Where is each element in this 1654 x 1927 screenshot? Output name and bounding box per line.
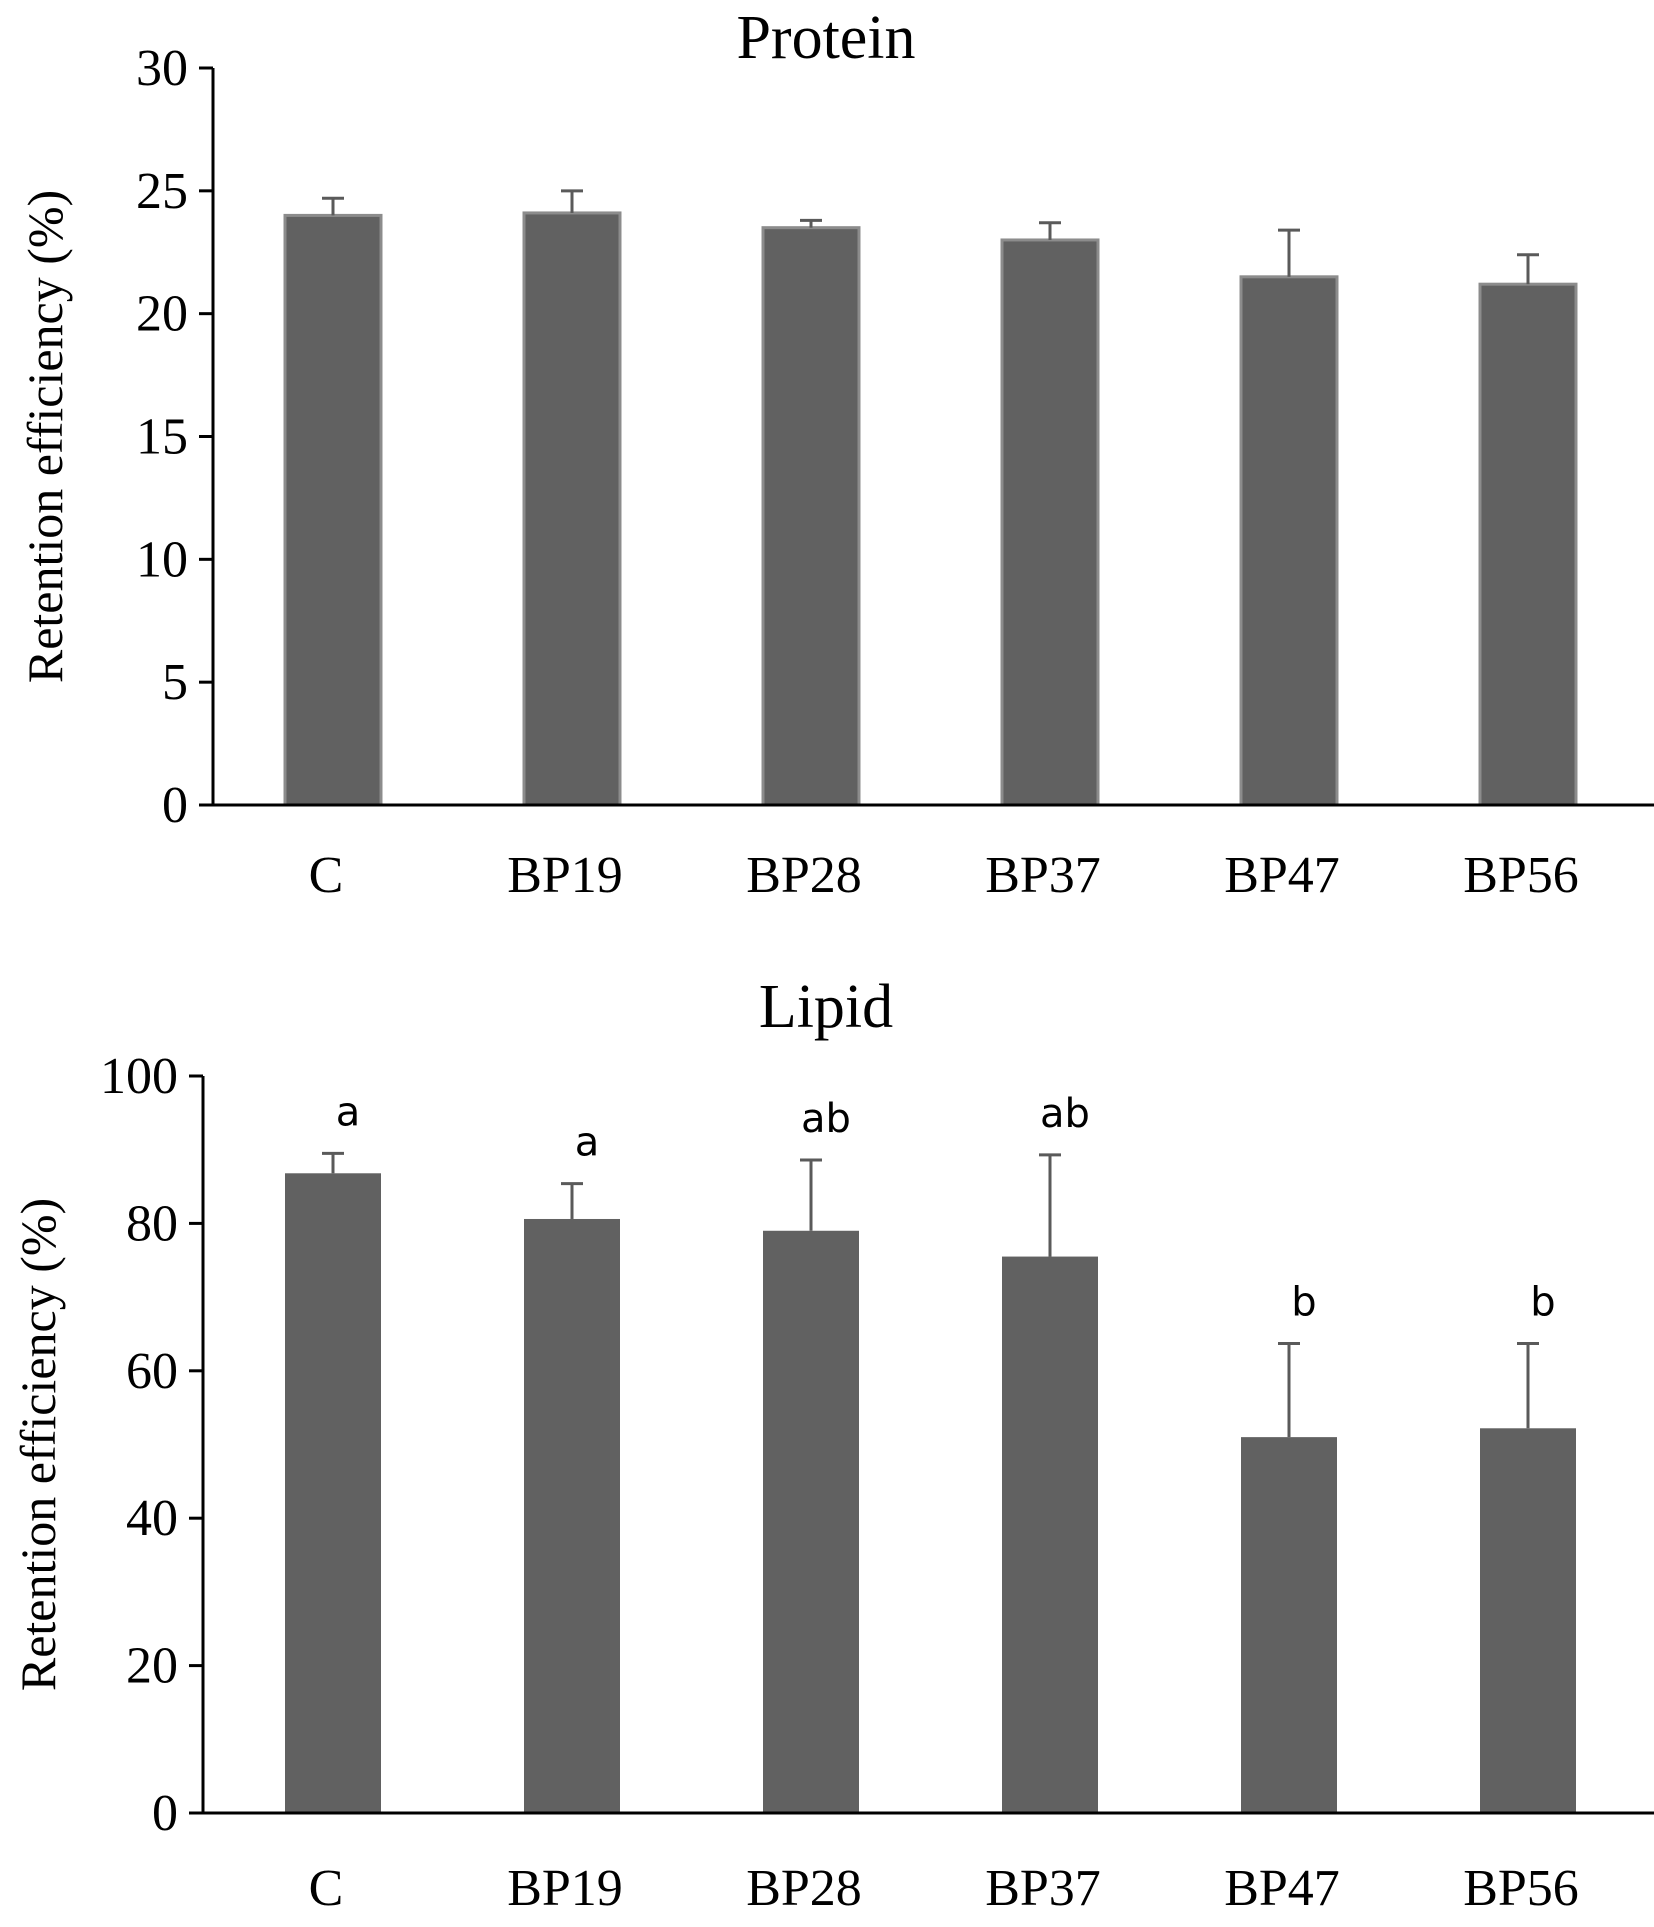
protein-x-tick-label-c: C	[309, 847, 344, 904]
lipid-y-tick-label-100: 100	[100, 1048, 178, 1105]
lipid-significance-bp19: a	[575, 1120, 600, 1166]
lipid-bar-bp56	[1480, 1428, 1576, 1813]
protein-y-tick-label-10: 10	[136, 531, 188, 588]
lipid-x-tick-label-bp56: BP56	[1463, 1860, 1579, 1917]
lipid-significance-bp56: b	[1530, 1280, 1555, 1326]
protein-bar-bp28	[761, 226, 861, 807]
protein-title: Protein	[736, 4, 915, 72]
protein-bar-bp47	[1239, 275, 1339, 807]
protein-y-tick-label-20: 20	[136, 286, 188, 343]
lipid-x-tick-label-bp28: BP28	[746, 1860, 862, 1917]
protein-x-tick-label-bp56: BP56	[1463, 847, 1579, 904]
lipid-significance-bp37: ab	[1040, 1091, 1090, 1137]
lipid-bar-bp19	[524, 1218, 620, 1813]
protein-bar-c	[283, 213, 383, 807]
protein-x-tick-label-bp19: BP19	[507, 847, 623, 904]
protein-y-tick-label-25: 25	[136, 163, 188, 220]
protein-y-tick-label-30: 30	[136, 40, 188, 97]
protein-x-tick-label-bp47: BP47	[1224, 847, 1340, 904]
lipid-y-tick-label-60: 60	[126, 1343, 178, 1400]
lipid-chart: Lipid Retention efficiency (%) a Ca BP19 ab BP…	[10, 973, 1654, 1917]
lipid-x-tick-label-bp47: BP47	[1224, 1860, 1340, 1917]
protein-x-tick-label-bp37: BP37	[985, 847, 1101, 904]
lipid-bar-bp37	[1002, 1256, 1098, 1813]
lipid-bar-bp28	[763, 1230, 859, 1813]
lipid-significance-bp47: b	[1291, 1280, 1316, 1326]
lipid-y-tick-label-40: 40	[126, 1490, 178, 1547]
protein-y-tick-label-0: 0	[162, 777, 188, 834]
lipid-bar-c	[285, 1173, 381, 1813]
protein-bar-bp19	[522, 211, 622, 807]
lipid-y-tick-label-20: 20	[126, 1638, 178, 1695]
protein-y-tick-label-15: 15	[136, 409, 188, 466]
protein-bar-bp56	[1478, 282, 1578, 807]
lipid-title: Lipid	[759, 973, 893, 1041]
lipid-y-tick-label-80: 80	[126, 1195, 178, 1252]
lipid-y-axis-label: Retention efficiency (%)	[10, 1198, 66, 1691]
lipid-significance-c: a	[336, 1089, 361, 1135]
lipid-x-tick-label-bp37: BP37	[985, 1860, 1101, 1917]
lipid-x-tick-label-c: C	[309, 1860, 344, 1917]
protein-x-tick-label-bp28: BP28	[746, 847, 862, 904]
protein-y-tick-label-5: 5	[162, 654, 188, 711]
lipid-x-tick-label-bp19: BP19	[507, 1860, 623, 1917]
lipid-significance-bp28: ab	[801, 1096, 851, 1142]
lipid-y-tick-label-0: 0	[152, 1785, 178, 1842]
protein-y-axis-label: Retention efficiency (%)	[17, 190, 73, 683]
protein-chart: Protein Retention efficiency (%) C BP19 BP28…	[17, 4, 1654, 904]
protein-bar-bp37	[1000, 238, 1100, 807]
lipid-bar-bp47	[1241, 1437, 1337, 1813]
